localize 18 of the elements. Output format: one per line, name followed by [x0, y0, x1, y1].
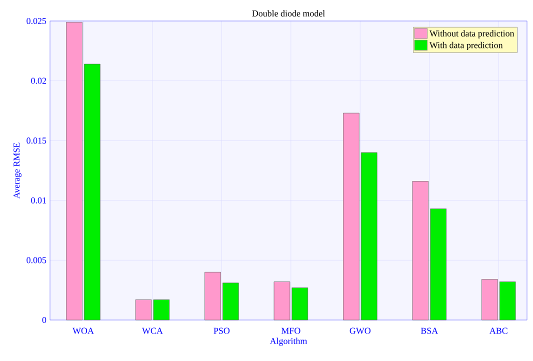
y-tick-label: 0.025	[26, 18, 46, 24]
y-tick-label: 0.005	[26, 257, 46, 264]
legend-label: With data prediction	[429, 42, 503, 50]
legend-label: Without data prediction	[429, 30, 514, 38]
x-tick-label: PSO	[214, 328, 230, 334]
x-tick-label: GWO	[350, 328, 370, 334]
y-tick-label: 0	[42, 316, 46, 324]
y-tick-label: 0.015	[26, 138, 46, 144]
x-tick-label: BSA	[420, 328, 438, 334]
x-tick-label: ABC	[489, 328, 508, 334]
x-tick-label: MFO	[281, 328, 300, 334]
y-tick-label: 0.01	[31, 197, 46, 204]
x-tick-label: WOA	[72, 328, 94, 334]
y-tick-label: 0.02	[31, 78, 46, 84]
x-axis-title: Algorithm	[270, 338, 308, 346]
x-tick-label: WCA	[142, 328, 163, 334]
y-axis-title: Average RMSE	[14, 142, 22, 199]
chart-title: Double diode model	[252, 10, 325, 16]
